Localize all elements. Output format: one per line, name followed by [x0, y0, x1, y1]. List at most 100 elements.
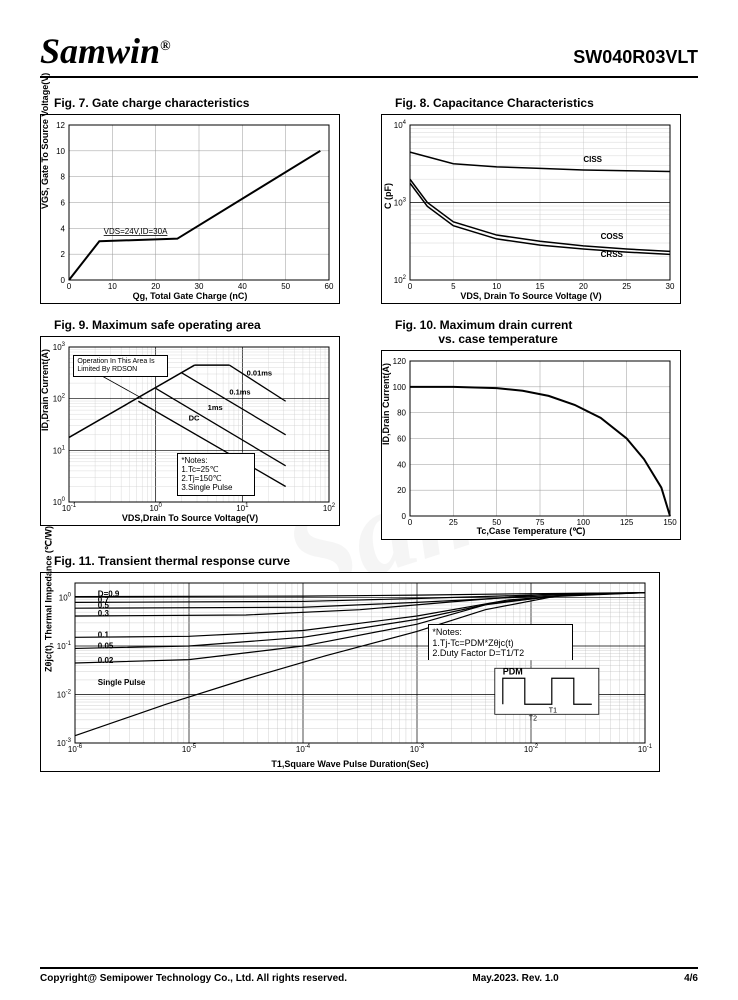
svg-text:30: 30 [666, 282, 675, 291]
svg-text:12: 12 [56, 121, 65, 130]
svg-text:0.02: 0.02 [98, 656, 114, 665]
svg-text:0.1ms: 0.1ms [229, 388, 250, 397]
fig9-xlabel: VDS,Drain To Source Voltage(V) [122, 513, 258, 523]
fig10: Fig. 10. Maximum drain current vs. case … [381, 312, 698, 540]
svg-text:102: 102 [394, 275, 407, 285]
svg-text:10-1: 10-1 [57, 641, 72, 651]
svg-text:PDM: PDM [503, 666, 523, 676]
svg-text:0: 0 [408, 282, 413, 291]
svg-text:5: 5 [451, 282, 456, 291]
svg-text:0.05: 0.05 [98, 641, 114, 650]
svg-text:2: 2 [61, 250, 66, 259]
svg-text:T2: T2 [529, 715, 537, 722]
fig9-title: Fig. 9. Maximum safe operating area [54, 318, 357, 332]
svg-text:0: 0 [408, 518, 413, 527]
revision: May.2023. Rev. 1.0 [472, 973, 558, 984]
svg-text:CISS: CISS [583, 155, 602, 164]
svg-text:0.1: 0.1 [98, 630, 110, 639]
svg-text:10-2: 10-2 [524, 744, 539, 754]
fig11-xlabel: T1,Square Wave Pulse Duration(Sec) [271, 759, 428, 769]
page-header: Samwin® SW040R03VLT [40, 30, 698, 78]
fig8-ylabel: C (pF) [383, 183, 393, 209]
svg-text:80: 80 [397, 409, 406, 418]
brand-logo: Samwin® [40, 30, 171, 72]
svg-text:10-3: 10-3 [410, 744, 425, 754]
svg-text:102: 102 [53, 394, 66, 404]
fig11: Fig. 11. Transient thermal response curv… [40, 548, 698, 772]
fig7: Fig. 7. Gate charge characteristics 0 10 2… [40, 90, 357, 304]
fig11-chart: 10-610-510-410-310-210-110-310-210-1100D… [40, 572, 660, 772]
svg-text:30: 30 [195, 282, 204, 291]
fig9-chart: 10-11001011021001011021030.01ms0.1ms1msD… [40, 336, 340, 526]
svg-text:1ms: 1ms [208, 403, 223, 412]
part-number: SW040R03VLT [573, 47, 698, 68]
fig8: Fig. 8. Capacitance Characteristics 0 5 10… [381, 90, 698, 304]
svg-text:103: 103 [394, 198, 407, 208]
copyright: Copyright@ Semipower Technology Co., Ltd… [40, 973, 347, 984]
svg-text:100: 100 [59, 593, 72, 603]
svg-text:0: 0 [67, 282, 72, 291]
svg-text:DC: DC [189, 413, 200, 422]
charts-grid: Fig. 7. Gate charge characteristics 0102… [40, 90, 698, 772]
fig7-title: Fig. 7. Gate charge characteristics [54, 96, 357, 110]
svg-text:100: 100 [393, 383, 407, 392]
svg-text:T1: T1 [549, 707, 557, 714]
fig8-title: Fig. 8. Capacitance Characteristics [395, 96, 698, 110]
svg-text:10-1: 10-1 [62, 503, 77, 513]
svg-text:0: 0 [61, 276, 66, 285]
svg-text:25: 25 [622, 282, 631, 291]
svg-text:10-5: 10-5 [182, 744, 197, 754]
svg-text:25: 25 [449, 518, 458, 527]
svg-text:4: 4 [61, 224, 66, 233]
svg-text:40: 40 [397, 460, 406, 469]
svg-text:10: 10 [56, 147, 65, 156]
fig8-chart: 051015202530102103104CISSCOSSCRSS C (pF)… [381, 114, 681, 304]
fig11-title: Fig. 11. Transient thermal response curv… [54, 554, 698, 568]
svg-text:101: 101 [236, 503, 249, 513]
svg-text:120: 120 [393, 357, 407, 366]
svg-text:VDS=24V,ID=30A: VDS=24V,ID=30A [104, 227, 168, 236]
svg-text:102: 102 [323, 503, 336, 513]
fig10-chart: 0255075100125150020406080100120 ID,Drain… [381, 350, 681, 540]
fig10-xlabel: Tc,Case Temperature (℃) [477, 526, 586, 537]
reg-mark: ® [160, 39, 170, 54]
svg-text:15: 15 [536, 282, 545, 291]
page-number: 4/6 [684, 973, 698, 984]
fig7-xlabel: Qg, Total Gate Charge (nC) [133, 291, 248, 301]
svg-text:0: 0 [402, 512, 407, 521]
fig9: Fig. 9. Maximum safe operating area 10-1… [40, 312, 357, 540]
svg-text:60: 60 [325, 282, 334, 291]
svg-text:0.01ms: 0.01ms [247, 368, 272, 377]
svg-text:Single Pulse: Single Pulse [98, 678, 146, 687]
page-footer: Copyright@ Semipower Technology Co., Ltd… [40, 967, 698, 984]
fig8-xlabel: VDS, Drain To Source Voltage (V) [460, 291, 601, 301]
svg-text:20: 20 [579, 282, 588, 291]
svg-text:COSS: COSS [601, 232, 624, 241]
svg-text:50: 50 [281, 282, 290, 291]
svg-text:20: 20 [151, 282, 160, 291]
svg-text:125: 125 [620, 518, 634, 527]
svg-text:0.3: 0.3 [98, 609, 110, 618]
svg-text:10: 10 [492, 282, 501, 291]
svg-text:10-6: 10-6 [68, 744, 83, 754]
fig9-ylabel: ID,Drain Current(A) [40, 349, 50, 431]
svg-text:10-4: 10-4 [296, 744, 311, 754]
fig7-ylabel: VGS, Gate To Source Voltage(V) [40, 73, 50, 209]
svg-text:100: 100 [150, 503, 163, 513]
svg-text:40: 40 [238, 282, 247, 291]
fig11-ylabel: Zθjc(t), Thermal Impedance (℃/W) [44, 526, 55, 672]
fig10-ylabel: ID,Drain Current(A) [381, 363, 391, 445]
svg-text:8: 8 [61, 173, 66, 182]
svg-text:6: 6 [61, 199, 66, 208]
svg-text:60: 60 [397, 435, 406, 444]
svg-text:103: 103 [53, 342, 66, 352]
svg-text:101: 101 [53, 445, 66, 455]
fig7-chart: 0102030405060024681012VDS=24V,ID=30A VGS… [40, 114, 340, 304]
svg-text:20: 20 [397, 486, 406, 495]
fig10-title: Fig. 10. Maximum drain current vs. case … [395, 318, 698, 346]
svg-text:104: 104 [394, 120, 407, 130]
svg-text:150: 150 [663, 518, 677, 527]
svg-text:10-2: 10-2 [57, 690, 72, 700]
brand-name: Samwin [40, 31, 160, 71]
svg-text:10: 10 [108, 282, 117, 291]
